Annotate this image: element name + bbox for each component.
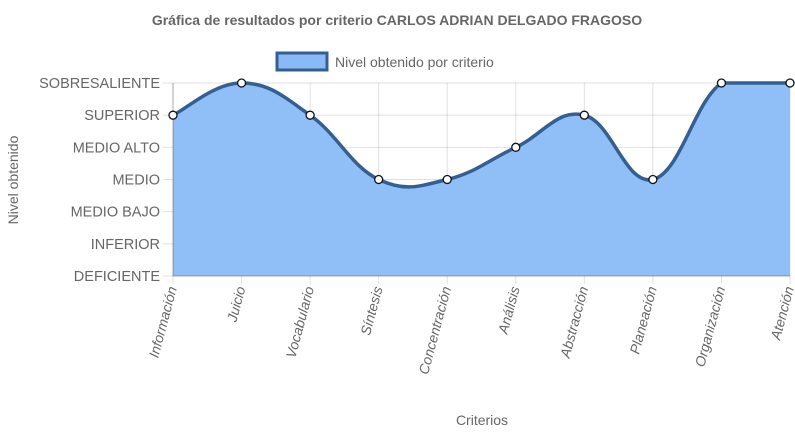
x-tick-labels: Información Juicio Vocabulario Síntesis Conc… [146, 284, 795, 376]
x-tick-label: Juicio [223, 284, 248, 324]
y-tick-label: MEDIO ALTO [73, 140, 160, 156]
x-tick-label: Vocabulario [283, 284, 318, 359]
legend-label: Nivel obtenido por criterio [335, 54, 494, 70]
data-point[interactable] [236, 78, 247, 88]
x-tick-label: Concentración [415, 284, 454, 376]
series-area-layer [172, 81, 790, 276]
x-tick-label: Información [146, 284, 180, 359]
x-tick-label: Síntesis [357, 285, 385, 337]
y-tick-label: MEDIO [112, 173, 160, 189]
y-tick-label: INFERIOR [91, 237, 160, 253]
data-points [168, 78, 795, 185]
y-tick-label: SOBRESALIENTE [39, 76, 160, 92]
data-point[interactable] [785, 78, 795, 88]
data-point[interactable] [305, 110, 315, 120]
y-axis-title: Nivel obtenido [5, 135, 21, 224]
data-point[interactable] [716, 78, 727, 88]
series-line [172, 81, 790, 189]
y-tick-labels: DEFICIENTE INFERIOR MEDIO BAJO MEDIO MEDIO A… [39, 76, 160, 285]
data-point[interactable] [579, 110, 589, 120]
y-tick-label: DEFICIENTE [74, 269, 161, 285]
x-tick-label: Abstracción [557, 284, 592, 360]
data-point[interactable] [168, 110, 178, 120]
data-point[interactable] [442, 174, 452, 185]
data-point[interactable] [648, 174, 658, 185]
x-tick-label: Análisis [494, 285, 522, 337]
y-tick-label: SUPERIOR [84, 108, 160, 124]
x-axis-title: Criterios [456, 412, 508, 428]
legend-swatch [275, 51, 329, 72]
legend[interactable]: Nivel obtenido por criterio [275, 51, 494, 72]
y-tick-label: MEDIO BAJO [71, 205, 160, 221]
x-tick-label: Organización [692, 284, 729, 368]
data-point[interactable] [511, 142, 521, 152]
chart-title: Gráfica de resultados por criterio CARLO… [152, 12, 642, 28]
x-tick-label: Planeación [626, 284, 659, 355]
data-point[interactable] [374, 174, 384, 185]
x-tick-label: Atención [767, 284, 795, 342]
